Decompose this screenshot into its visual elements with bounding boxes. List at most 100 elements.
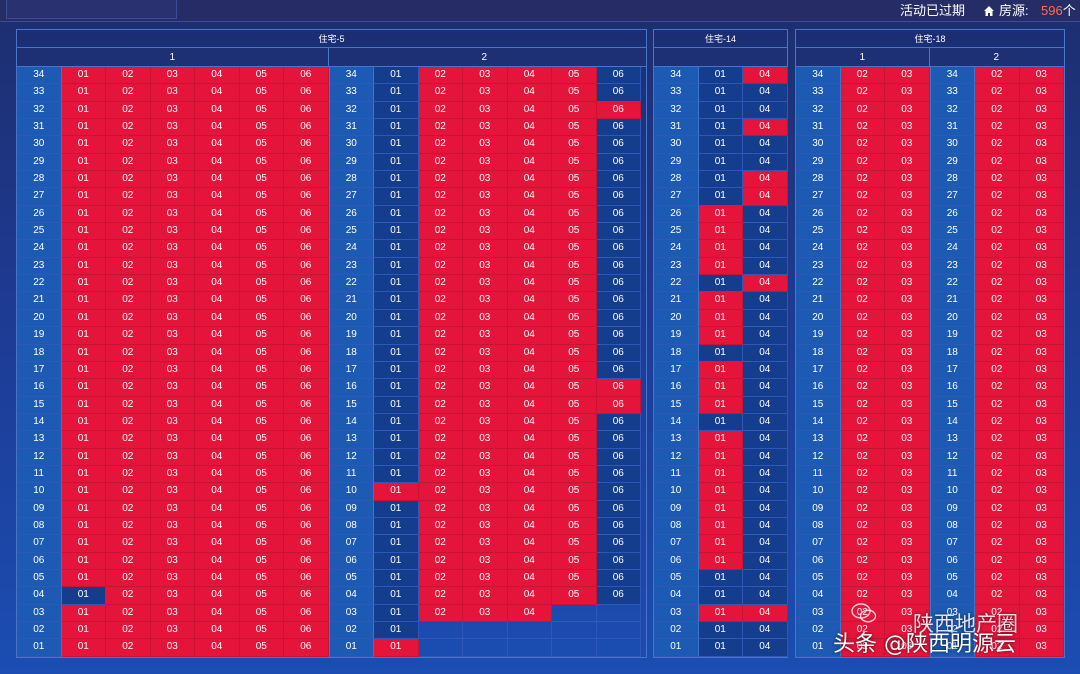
room-cell[interactable]: 03 — [1019, 101, 1064, 120]
room-cell[interactable]: 06 — [596, 448, 641, 466]
room-cell[interactable]: 03 — [1019, 171, 1064, 189]
room-cell[interactable]: 02 — [975, 171, 1020, 189]
room-cell[interactable]: 02 — [418, 552, 463, 570]
room-cell[interactable]: 01 — [374, 188, 419, 206]
room-cell[interactable]: 03 — [885, 552, 930, 570]
room-cell[interactable]: 01 — [61, 431, 106, 449]
room-cell[interactable]: 04 — [743, 639, 788, 657]
room-cell[interactable]: 01 — [61, 604, 106, 622]
room-cell[interactable]: 01 — [698, 101, 743, 120]
room-cell[interactable]: 06 — [596, 188, 641, 206]
room-cell[interactable]: 01 — [374, 309, 419, 328]
room-cell[interactable]: 03 — [150, 552, 195, 570]
room-cell[interactable]: 01 — [374, 379, 419, 397]
room-cell[interactable]: 04 — [195, 101, 240, 120]
room-cell[interactable]: 04 — [507, 587, 552, 605]
room-cell[interactable]: 02 — [106, 344, 151, 362]
room-cell[interactable]: 02 — [975, 483, 1020, 501]
room-cell[interactable]: 03 — [463, 431, 508, 449]
room-cell[interactable]: 04 — [507, 101, 552, 120]
room-cell[interactable]: 04 — [507, 257, 552, 276]
room-cell[interactable]: 02 — [106, 327, 151, 345]
room-cell[interactable]: 02 — [840, 240, 885, 258]
room-cell[interactable]: 03 — [885, 223, 930, 241]
room-cell[interactable]: 05 — [552, 119, 597, 137]
room-cell[interactable]: 03 — [463, 361, 508, 380]
room-cell[interactable]: 06 — [284, 344, 329, 362]
room-cell[interactable]: 01 — [374, 136, 419, 154]
room-cell[interactable]: 01 — [61, 569, 106, 588]
room-cell[interactable]: 01 — [374, 517, 419, 536]
room-cell[interactable]: 03 — [885, 500, 930, 518]
room-cell[interactable]: 06 — [596, 587, 641, 605]
room-cell[interactable]: 02 — [106, 413, 151, 432]
room-cell[interactable]: 01 — [61, 240, 106, 258]
room-cell[interactable]: 04 — [507, 465, 552, 484]
room-cell[interactable]: 05 — [239, 604, 284, 622]
room-cell[interactable]: 02 — [840, 84, 885, 102]
room-cell[interactable]: 06 — [596, 396, 641, 414]
room-cell[interactable]: 02 — [975, 327, 1020, 345]
room-cell[interactable]: 03 — [1019, 205, 1064, 224]
room-cell[interactable]: 03 — [1019, 552, 1064, 570]
room-cell[interactable]: 04 — [507, 327, 552, 345]
room-cell[interactable]: 06 — [596, 136, 641, 154]
room-cell[interactable]: 03 — [1019, 587, 1064, 605]
room-cell[interactable]: 02 — [418, 431, 463, 449]
room-cell[interactable]: 06 — [284, 517, 329, 536]
room-cell[interactable]: 03 — [1019, 257, 1064, 276]
room-cell[interactable]: 03 — [1019, 517, 1064, 536]
room-cell[interactable]: 06 — [596, 119, 641, 137]
room-cell[interactable]: 02 — [418, 84, 463, 102]
room-cell[interactable]: 06 — [284, 569, 329, 588]
room-cell[interactable]: 03 — [1019, 413, 1064, 432]
room-cell[interactable]: 04 — [195, 535, 240, 553]
room-cell[interactable]: 02 — [106, 171, 151, 189]
room-cell[interactable]: 05 — [552, 361, 597, 380]
room-cell[interactable]: 01 — [61, 171, 106, 189]
room-cell[interactable]: 04 — [743, 604, 788, 622]
room-cell[interactable]: 01 — [698, 205, 743, 224]
room-cell[interactable]: 02 — [106, 569, 151, 588]
room-cell[interactable]: 04 — [195, 396, 240, 414]
room-cell[interactable]: 05 — [239, 361, 284, 380]
room-cell[interactable]: 05 — [239, 448, 284, 466]
room-cell[interactable]: 03 — [1019, 639, 1064, 657]
room-cell[interactable]: 04 — [507, 396, 552, 414]
room-cell[interactable]: 06 — [284, 119, 329, 137]
room-cell[interactable]: 04 — [743, 84, 788, 102]
room-cell[interactable]: 03 — [150, 517, 195, 536]
room-cell[interactable]: 03 — [150, 309, 195, 328]
room-cell[interactable]: 06 — [596, 517, 641, 536]
room-cell[interactable]: 02 — [975, 535, 1020, 553]
room-cell[interactable]: 05 — [239, 396, 284, 414]
room-cell[interactable]: 01 — [374, 396, 419, 414]
room-cell[interactable]: 02 — [418, 448, 463, 466]
room-cell[interactable]: 04 — [195, 171, 240, 189]
room-cell[interactable]: 02 — [106, 136, 151, 154]
room-cell[interactable]: 06 — [596, 275, 641, 293]
room-cell[interactable]: 05 — [552, 500, 597, 518]
room-cell[interactable]: 06 — [284, 275, 329, 293]
room-cell[interactable]: 01 — [698, 413, 743, 432]
room-cell[interactable]: 01 — [698, 344, 743, 362]
room-cell[interactable]: 03 — [463, 604, 508, 622]
room-cell[interactable]: 03 — [1019, 136, 1064, 154]
room-cell[interactable]: 06 — [284, 327, 329, 345]
room-cell[interactable]: 05 — [239, 136, 284, 154]
room-cell[interactable]: 05 — [552, 587, 597, 605]
room-cell[interactable]: 04 — [195, 517, 240, 536]
room-cell[interactable]: 01 — [61, 344, 106, 362]
room-cell[interactable]: 02 — [418, 119, 463, 137]
room-cell[interactable]: 01 — [698, 153, 743, 172]
room-cell[interactable]: 02 — [975, 569, 1020, 588]
room-cell[interactable]: 01 — [698, 483, 743, 501]
room-cell[interactable]: 05 — [552, 448, 597, 466]
room-cell[interactable]: 03 — [150, 361, 195, 380]
room-cell[interactable]: 03 — [463, 396, 508, 414]
room-cell[interactable]: 03 — [1019, 483, 1064, 501]
room-cell[interactable]: 02 — [840, 500, 885, 518]
room-cell[interactable]: 05 — [239, 292, 284, 310]
room-cell[interactable]: 04 — [507, 188, 552, 206]
room-cell[interactable]: 05 — [239, 119, 284, 137]
